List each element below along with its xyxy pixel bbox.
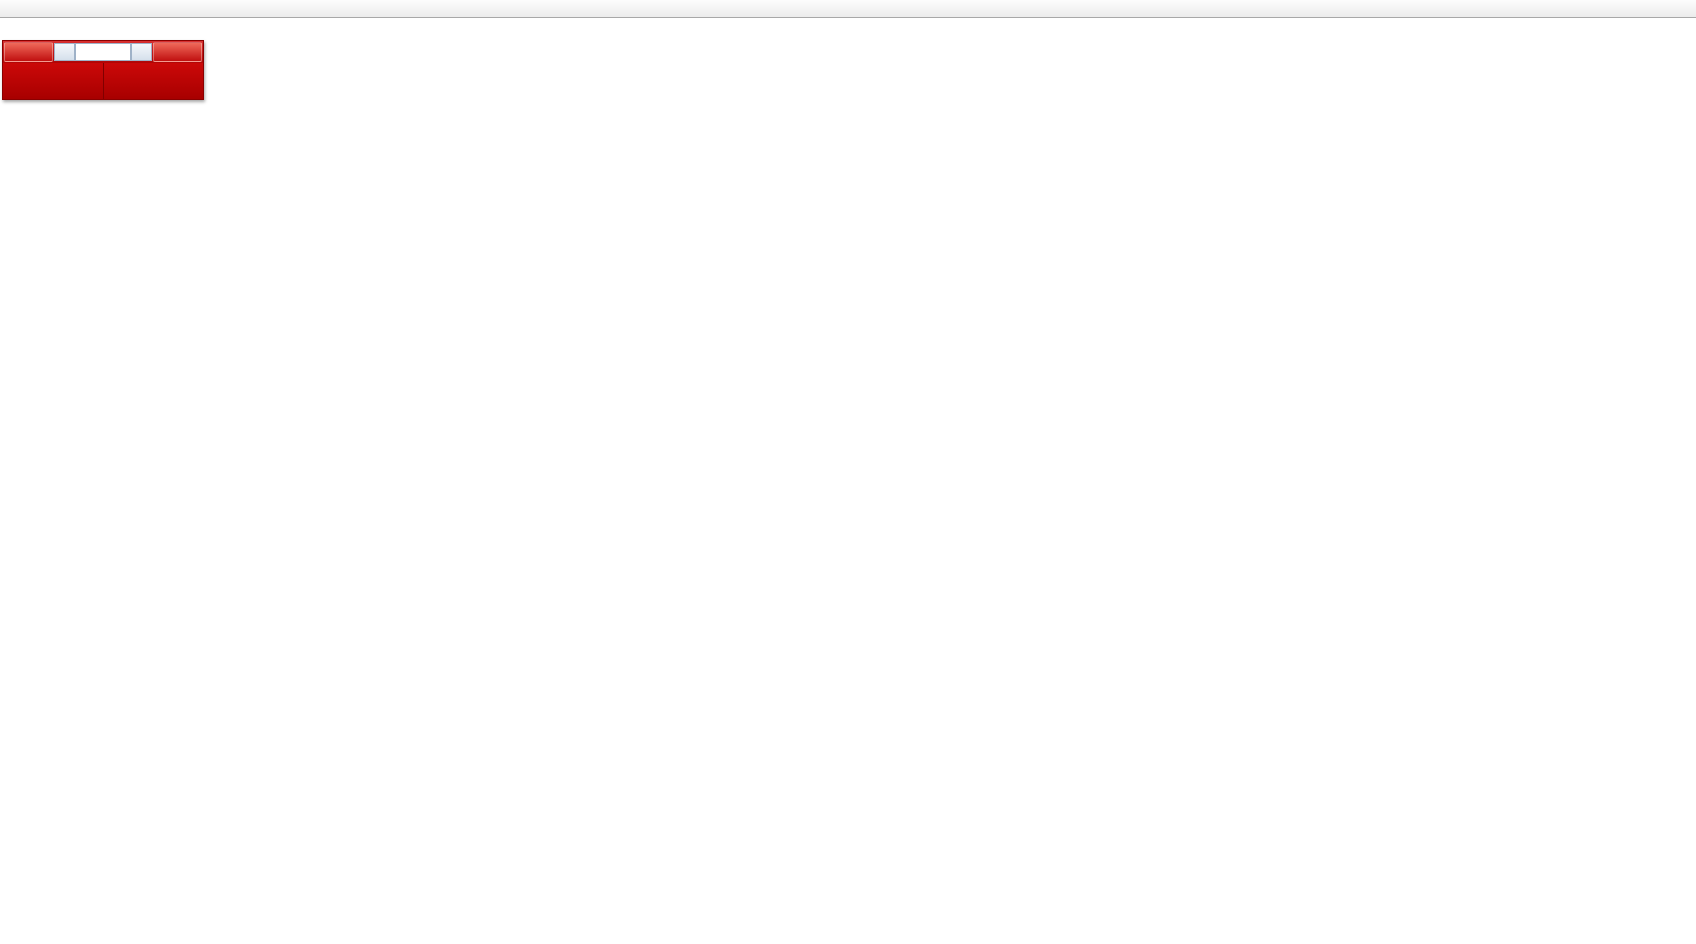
- volume-down-button[interactable]: [54, 43, 75, 61]
- sell-button[interactable]: [4, 42, 53, 62]
- toolbar: [0, 0, 1696, 18]
- trade-panel-controls: [3, 41, 203, 63]
- buy-price[interactable]: [103, 63, 203, 99]
- chart-area[interactable]: [0, 17, 1696, 944]
- sell-price[interactable]: [3, 63, 104, 99]
- volume-input[interactable]: [75, 43, 131, 61]
- one-click-trade-panel: [2, 40, 204, 100]
- trade-panel-prices: [3, 63, 203, 99]
- buy-button[interactable]: [153, 42, 202, 62]
- volume-up-button[interactable]: [131, 43, 152, 61]
